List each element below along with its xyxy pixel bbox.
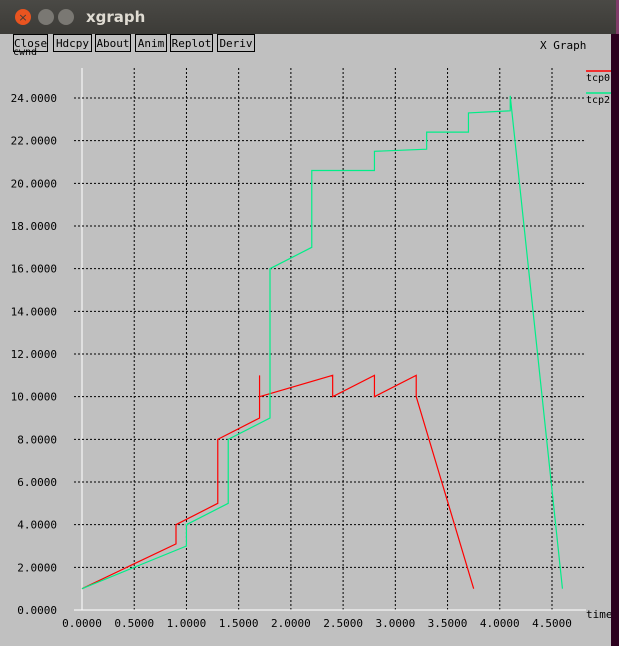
background-strip — [611, 34, 619, 646]
y-tick-label: 8.0000 — [17, 433, 57, 446]
title-bar: × xgraph — [0, 0, 616, 34]
y-tick-label: 6.0000 — [17, 476, 57, 489]
y-tick-label: 22.0000 — [11, 135, 57, 148]
x-tick-label: 1.5000 — [219, 617, 259, 630]
series-line-tcp2 — [81, 95, 564, 590]
deriv-button[interactable]: Deriv — [217, 34, 255, 52]
x-tick-label: 4.5000 — [532, 617, 572, 630]
legend-label-tcp2: tcp2 — [586, 95, 610, 106]
x-tick-label: 2.5000 — [323, 617, 363, 630]
maximize-window-icon[interactable] — [58, 9, 74, 25]
close-button[interactable]: Close — [13, 34, 48, 52]
y-tick-label: 4.0000 — [17, 519, 57, 532]
x-tick-label: 3.5000 — [428, 617, 468, 630]
graph-title: X Graph — [540, 39, 587, 52]
x-tick-label: 0.5000 — [114, 617, 154, 630]
replot-button[interactable]: Replot — [170, 34, 213, 52]
y-tick-label: 20.0000 — [11, 177, 57, 190]
y-tick-label: 18.0000 — [11, 220, 57, 233]
y-tick-label: 12.0000 — [11, 348, 57, 361]
hdcpy-button[interactable]: Hdcpy — [53, 34, 92, 52]
minimize-window-icon[interactable] — [38, 9, 54, 25]
y-axis-label: cwnd — [13, 47, 38, 58]
y-tick-label: 10.0000 — [11, 391, 57, 404]
graph-client-area: Close Hdcpy About Anim Replot Deriv X Gr… — [0, 34, 616, 646]
close-window-icon[interactable]: × — [15, 9, 31, 25]
legend-label-tcp0: tcp0 — [586, 73, 610, 84]
window-title: xgraph — [86, 8, 146, 26]
x-tick-label: 4.0000 — [480, 617, 520, 630]
about-button[interactable]: About — [95, 34, 131, 52]
y-tick-label: 2.0000 — [17, 561, 57, 574]
x-axis-label: time — [586, 608, 613, 621]
y-tick-label: 14.0000 — [11, 305, 57, 318]
y-tick-label: 24.0000 — [11, 92, 57, 105]
y-tick-label: 0.0000 — [17, 604, 57, 617]
x-tick-label: 0.0000 — [62, 617, 102, 630]
x-tick-label: 1.0000 — [167, 617, 207, 630]
series-line-tcp0 — [81, 374, 475, 590]
x-tick-label: 2.0000 — [271, 617, 311, 630]
y-tick-label: 16.0000 — [11, 263, 57, 276]
x-tick-label: 3.0000 — [375, 617, 415, 630]
anim-button[interactable]: Anim — [135, 34, 167, 52]
